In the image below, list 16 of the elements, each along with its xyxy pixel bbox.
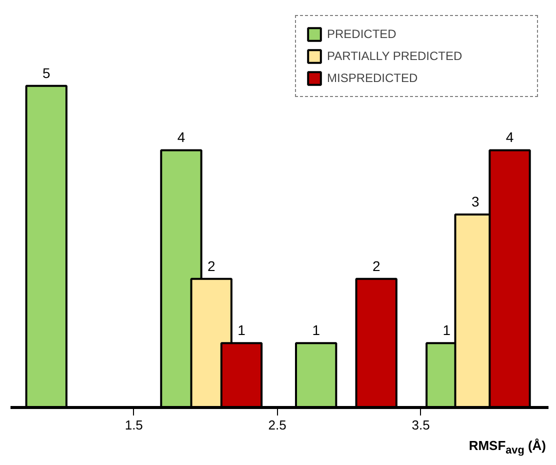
data-label: 1 (238, 322, 246, 338)
x-tick-label: 3.5 (412, 418, 430, 432)
data-label: 2 (207, 258, 216, 274)
legend-label: PREDICTED (327, 27, 398, 41)
data-label: 2 (372, 258, 380, 274)
data-label: 5 (42, 64, 50, 81)
x-axis-title: RMSF$_{avg}$ (Å) (468, 437, 546, 459)
x-tick-label: 1.5 (124, 418, 143, 432)
data-label: 4 (506, 129, 514, 146)
data-label: 3 (471, 194, 480, 210)
legend-label: MISPREDICTED (327, 71, 419, 85)
data-label: 4 (177, 129, 186, 146)
legend-label: PARTIALLY PREDICTED (327, 49, 464, 63)
x-tick-label: 2.5 (268, 418, 286, 432)
data-label: 1 (442, 322, 451, 338)
data-label: 1 (312, 322, 320, 338)
